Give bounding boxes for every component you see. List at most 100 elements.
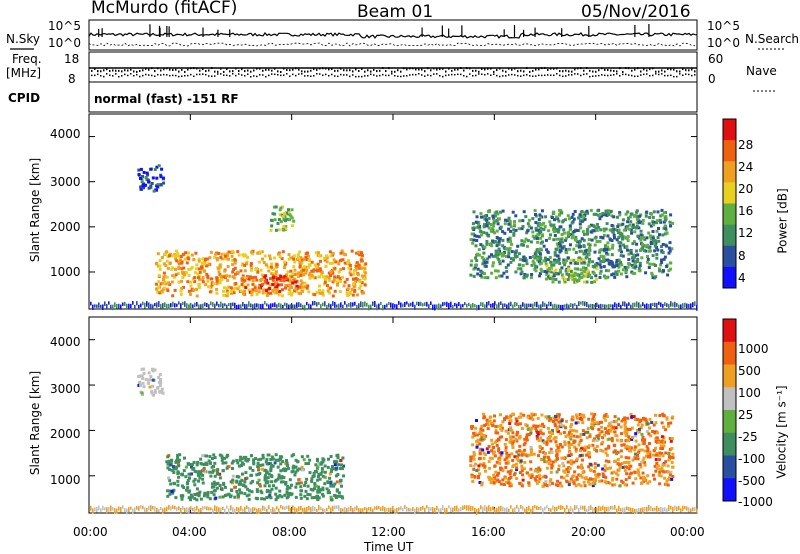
- velocity-echo-cell: [282, 476, 286, 480]
- power-echo-cell: [345, 277, 349, 281]
- velocity-ground-scatter: [540, 506, 542, 511]
- power-echo-cell: [629, 228, 633, 232]
- velocity-ground-scatter: [376, 505, 378, 511]
- velocity-echo-cell: [506, 431, 510, 435]
- power-echo-cell: [232, 268, 236, 272]
- power-echo-cell: [493, 211, 497, 215]
- nave-mark: [376, 75, 378, 77]
- velocity-ground-scatter: [296, 508, 298, 515]
- power-echo-cell: [273, 281, 277, 285]
- x-tick: 12:00: [371, 525, 406, 539]
- velocity-echo-cell: [213, 456, 217, 459]
- power-ground-scatter: [242, 302, 244, 307]
- nave-mark: [505, 75, 507, 77]
- power-echo-cell: [241, 276, 245, 279]
- velocity-echo-cell: [606, 481, 610, 484]
- power-echo-cell: [668, 249, 672, 253]
- power-echo-cell: [548, 220, 552, 224]
- velocity-ground-scatter: [330, 507, 332, 513]
- power-echo-cell: [587, 248, 591, 252]
- power-echo-cell: [355, 251, 359, 255]
- velocity-echo-cell: [579, 465, 583, 469]
- power-echo-cell: [541, 240, 544, 244]
- nave-mark: [301, 73, 303, 75]
- nave-mark: [493, 73, 495, 75]
- power-echo-cell: [190, 253, 194, 257]
- velocity-echo-cell: [197, 494, 201, 498]
- power-echo-cell: [503, 247, 507, 251]
- velocity-echo-cell: [549, 447, 553, 451]
- velocity-echo-cell: [669, 421, 673, 425]
- velocity-echo-cell: [511, 435, 515, 439]
- velocity-echo-cell: [637, 473, 641, 477]
- velocity-echo-cell: [556, 429, 560, 433]
- power-echo-cell: [163, 252, 167, 256]
- velocity-echo-cell: [573, 439, 577, 443]
- power-echo-cell: [299, 283, 303, 287]
- velocity-ground-scatter: [190, 506, 192, 510]
- velocity-echo-cell: [260, 467, 264, 471]
- velocity-echo-cell: [492, 419, 496, 423]
- velocity-echo-cell: [285, 496, 289, 500]
- velocity-ground-scatter: [666, 508, 668, 512]
- velocity-echo-cell: [336, 456, 340, 460]
- velocity-echo-cell: [525, 438, 529, 442]
- power-echo-cell: [476, 225, 480, 229]
- power-echo-cell: [265, 263, 268, 267]
- power-echo-cell: [275, 285, 279, 289]
- velocity-echo-cell: [240, 478, 244, 482]
- velocity-echo-cell: [480, 481, 484, 485]
- power-ground-scatter: [176, 303, 178, 307]
- power-echo-cell: [300, 258, 304, 262]
- velocity-ground-scatter: [308, 505, 310, 511]
- power-echo-cell: [281, 250, 285, 254]
- power-echo-cell: [651, 238, 655, 242]
- velocity-echo-cell: [579, 449, 583, 453]
- nave-mark: [616, 73, 618, 75]
- velocity-ground-scatter: [460, 506, 462, 512]
- velocity-echo-cell: [646, 422, 650, 426]
- velocity-echo-cell: [562, 431, 566, 434]
- velocity-echo-cell: [151, 367, 155, 371]
- power-ground-scatter: [464, 302, 466, 306]
- power-echo-cell: [655, 229, 659, 233]
- power-echo-cell: [165, 275, 169, 279]
- velocity-echo-cell: [574, 421, 578, 425]
- power-echo-cell: [495, 244, 499, 248]
- power-echo-cell: [186, 280, 190, 284]
- nave-mark: [373, 74, 375, 76]
- power-echo-cell: [301, 281, 304, 285]
- power-ground-scatter: [222, 303, 224, 308]
- power-ground-scatter: [434, 304, 436, 311]
- power-echo-cell: [602, 227, 606, 231]
- power-echo-cell: [505, 247, 509, 251]
- nave-mark: [220, 73, 222, 75]
- power-ground-scatter: [496, 304, 498, 310]
- power-ground-scatter: [442, 302, 444, 307]
- power-echo-cell: [281, 205, 285, 209]
- power-echo-cell: [535, 237, 539, 240]
- velocity-echo-cell: [335, 466, 338, 470]
- velocity-echo-cell: [600, 479, 604, 483]
- nsearch-trace: [88, 42, 696, 47]
- velocity-echo-cell: [141, 381, 145, 385]
- nave-mark: [115, 73, 117, 75]
- freq-mark: [307, 70, 309, 73]
- velocity-y-tick: 4000: [50, 335, 81, 349]
- velocity-ground-scatter: [216, 506, 218, 512]
- power-ground-scatter: [110, 304, 112, 310]
- power-echo-cell: [530, 263, 534, 267]
- velocity-echo-cell: [640, 432, 644, 436]
- nave-mark: [244, 75, 246, 77]
- power-echo-cell: [547, 275, 551, 279]
- velocity-colorbar-swatch: [723, 364, 736, 388]
- velocity-echo-cell: [582, 415, 586, 419]
- power-echo-cell: [313, 276, 317, 280]
- velocity-echo-cell: [493, 454, 497, 458]
- velocity-echo-cell: [519, 415, 523, 419]
- velocity-echo-cell: [209, 474, 213, 478]
- velocity-ground-scatter: [656, 505, 658, 512]
- velocity-echo-cell: [620, 443, 624, 447]
- power-echo-cell: [266, 265, 270, 269]
- power-echo-cell: [332, 278, 336, 282]
